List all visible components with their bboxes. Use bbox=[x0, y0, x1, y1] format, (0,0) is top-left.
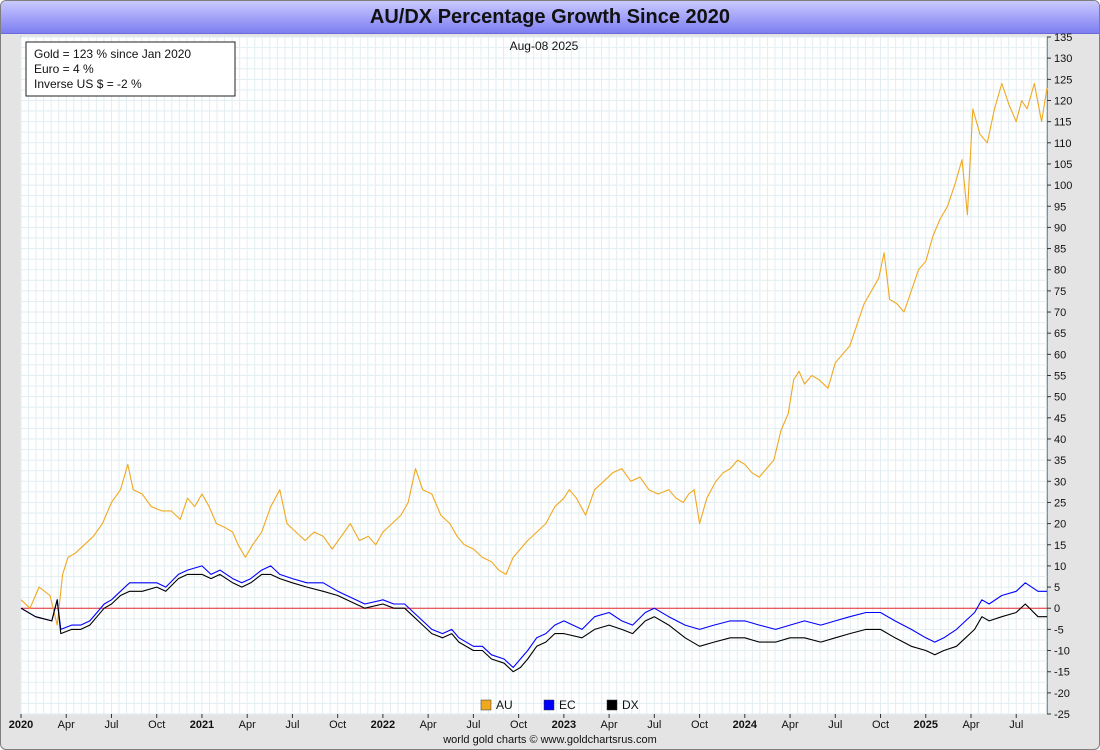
legend-swatch-ec bbox=[543, 699, 555, 711]
x-tick-label: Apr bbox=[420, 719, 437, 731]
y-axis: 1351301251201151101051009590858075706560… bbox=[1047, 32, 1072, 721]
x-tick-label: Jul bbox=[828, 719, 842, 731]
info-box-line: Inverse US $ = -2 % bbox=[34, 77, 142, 91]
series-line-dx bbox=[20, 573, 1047, 673]
x-tick-label: Oct bbox=[872, 719, 889, 731]
y-tick-label: 125 bbox=[1054, 74, 1072, 86]
y-tick-label: 135 bbox=[1054, 32, 1072, 44]
y-tick-label: 105 bbox=[1054, 159, 1072, 171]
legend-swatch-dx bbox=[606, 699, 618, 711]
info-box-line: Euro = 4 % bbox=[34, 62, 94, 76]
legend-label-au: AU bbox=[496, 698, 513, 712]
y-tick-label: -15 bbox=[1054, 667, 1070, 679]
x-tick-label: Apr bbox=[239, 719, 256, 731]
y-tick-label: 50 bbox=[1054, 392, 1066, 404]
x-tick-label: 2021 bbox=[190, 719, 214, 731]
series-layer bbox=[20, 82, 1048, 673]
chart-title: AU/DX Percentage Growth Since 2020 bbox=[1, 1, 1099, 34]
y-tick-label: -20 bbox=[1054, 688, 1070, 700]
y-tick-label: 120 bbox=[1054, 95, 1072, 107]
y-tick-label: 30 bbox=[1054, 476, 1066, 488]
x-tick-label: 2022 bbox=[371, 719, 395, 731]
y-tick-label: 70 bbox=[1054, 307, 1066, 319]
x-tick-label: Apr bbox=[58, 719, 75, 731]
series-line-ec bbox=[20, 565, 1047, 669]
footer-credit: world gold charts © www.goldchartsrus.co… bbox=[443, 734, 657, 746]
y-tick-label: 130 bbox=[1054, 53, 1072, 65]
y-tick-label: 15 bbox=[1054, 540, 1066, 552]
y-tick-label: 25 bbox=[1054, 497, 1066, 509]
y-tick-label: 55 bbox=[1054, 371, 1066, 383]
x-tick-label: Jul bbox=[466, 719, 480, 731]
y-tick-label: 80 bbox=[1054, 265, 1066, 277]
y-tick-label: 100 bbox=[1054, 180, 1072, 192]
grid-lines bbox=[20, 36, 1047, 715]
y-tick-label: 0 bbox=[1054, 603, 1060, 615]
series-line-au bbox=[20, 82, 1048, 626]
x-tick-label: 2020 bbox=[9, 719, 33, 731]
x-tick-label: Oct bbox=[329, 719, 346, 731]
x-tick-label: 2025 bbox=[914, 719, 938, 731]
x-tick-label: Jul bbox=[104, 719, 118, 731]
y-tick-label: 115 bbox=[1054, 117, 1072, 129]
y-tick-label: 45 bbox=[1054, 413, 1066, 425]
y-tick-label: 5 bbox=[1054, 582, 1060, 594]
y-tick-label: 35 bbox=[1054, 455, 1066, 467]
info-box-line: Gold = 123 % since Jan 2020 bbox=[34, 47, 191, 61]
legend-swatch-au bbox=[480, 699, 492, 711]
x-tick-label: Jul bbox=[285, 719, 299, 731]
x-tick-label: 2024 bbox=[733, 719, 758, 731]
x-tick-label: Apr bbox=[962, 719, 979, 731]
y-tick-label: 110 bbox=[1054, 138, 1072, 150]
x-tick-label: Apr bbox=[781, 719, 798, 731]
legend-label-dx: DX bbox=[622, 698, 639, 712]
x-tick-label: Apr bbox=[601, 719, 618, 731]
x-tick-label: Jul bbox=[1009, 719, 1023, 731]
info-box-frame bbox=[25, 41, 236, 97]
y-tick-label: 20 bbox=[1054, 519, 1066, 531]
x-tick-label: Jul bbox=[647, 719, 661, 731]
y-tick-label: 10 bbox=[1054, 561, 1066, 573]
legend-label-ec: EC bbox=[559, 698, 576, 712]
x-axis: 2020 Apr Jul Oct 2021 Apr Jul Oct 2022 Apr Jul Oct 2… bbox=[9, 714, 1023, 731]
x-tick-label: 2023 bbox=[552, 719, 576, 731]
legend: AU EC DX bbox=[480, 698, 639, 712]
y-tick-label: -10 bbox=[1054, 646, 1070, 658]
y-tick-label: 40 bbox=[1054, 434, 1066, 446]
x-tick-label: Oct bbox=[691, 719, 708, 731]
y-tick-label: 60 bbox=[1054, 349, 1066, 361]
x-tick-label: Oct bbox=[510, 719, 527, 731]
y-tick-label: 95 bbox=[1054, 201, 1066, 213]
date-label: Aug-08 2025 bbox=[510, 39, 579, 53]
y-tick-label: 75 bbox=[1054, 286, 1066, 298]
y-tick-label: -5 bbox=[1054, 624, 1064, 636]
y-tick-label: 90 bbox=[1054, 222, 1066, 234]
x-tick-label: Oct bbox=[148, 719, 165, 731]
y-tick-label: 85 bbox=[1054, 244, 1066, 256]
y-tick-label: 65 bbox=[1054, 328, 1066, 340]
y-tick-label: -25 bbox=[1054, 709, 1070, 721]
